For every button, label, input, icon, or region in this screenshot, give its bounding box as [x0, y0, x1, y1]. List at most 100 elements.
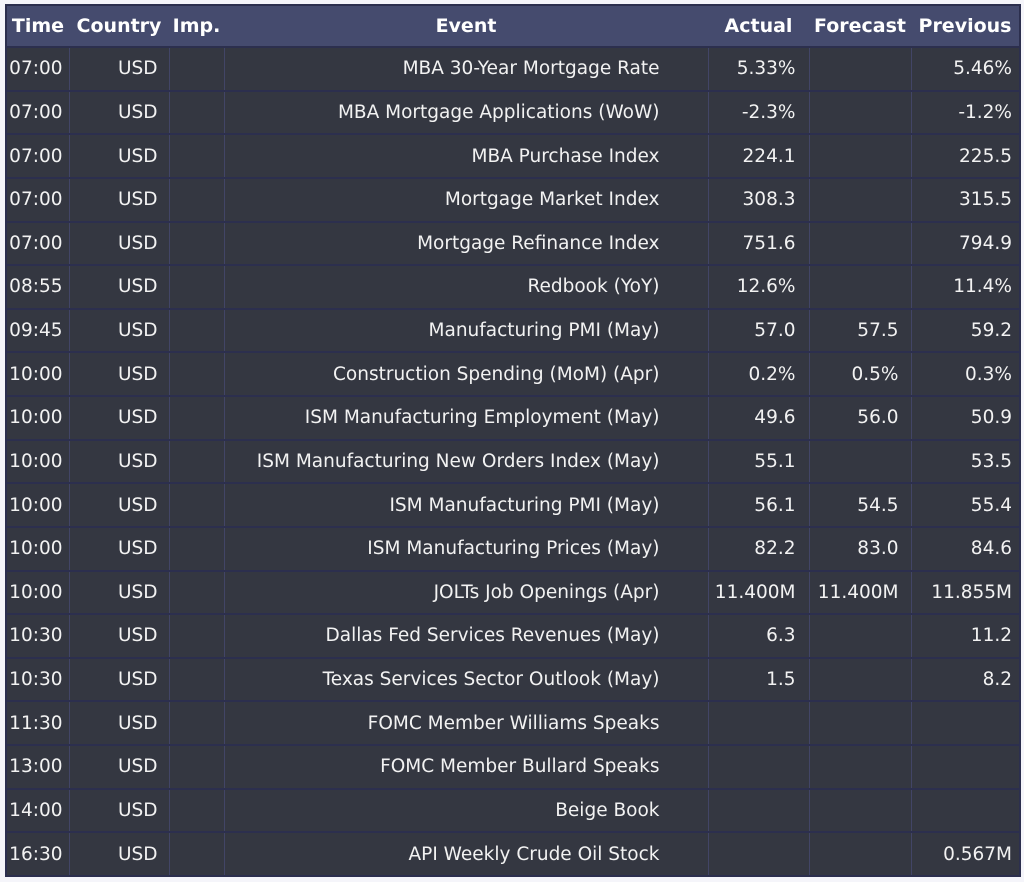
cell-country: USD [69, 265, 169, 309]
cell-actual: 56.1 [708, 483, 809, 527]
cell-country: USD [69, 352, 169, 396]
table-row[interactable]: 07:00 USD Mortgage Market Index 308.3 31… [6, 178, 1020, 222]
cell-event: ISM Manufacturing PMI (May) [224, 483, 708, 527]
cell-importance [169, 701, 224, 745]
cell-actual: -2.3% [708, 91, 809, 135]
cell-event: ISM Manufacturing New Orders Index (May) [224, 440, 708, 484]
cell-country: USD [69, 745, 169, 789]
cell-forecast: 56.0 [809, 396, 911, 440]
cell-importance [169, 614, 224, 658]
cell-event: Manufacturing PMI (May) [224, 309, 708, 353]
cell-importance [169, 658, 224, 702]
cell-event: FOMC Member Williams Speaks [224, 701, 708, 745]
column-header-actual: Actual [708, 5, 809, 47]
cell-previous: 794.9 [911, 222, 1020, 266]
cell-importance [169, 745, 224, 789]
table-row[interactable]: 10:00 USD ISM Manufacturing Prices (May)… [6, 527, 1020, 571]
cell-time: 14:00 [6, 789, 69, 833]
cell-previous: 55.4 [911, 483, 1020, 527]
header-row: Time Country Imp. Event Actual Forecast … [6, 5, 1020, 47]
table-row[interactable]: 07:00 USD Mortgage Refinance Index 751.6… [6, 222, 1020, 266]
cell-event: Redbook (YoY) [224, 265, 708, 309]
table-row[interactable]: 07:00 USD MBA Purchase Index 224.1 225.5 [6, 134, 1020, 178]
table-row[interactable]: 09:45 USD Manufacturing PMI (May) 57.0 5… [6, 309, 1020, 353]
cell-previous: 315.5 [911, 178, 1020, 222]
cell-actual [708, 789, 809, 833]
cell-country: USD [69, 440, 169, 484]
table-row[interactable]: 10:00 USD JOLTs Job Openings (Apr) 11.40… [6, 571, 1020, 615]
cell-country: USD [69, 309, 169, 353]
column-header-forecast: Forecast [809, 5, 911, 47]
cell-time: 07:00 [6, 134, 69, 178]
table-row[interactable]: 10:30 USD Dallas Fed Services Revenues (… [6, 614, 1020, 658]
cell-country: USD [69, 483, 169, 527]
cell-event: ISM Manufacturing Prices (May) [224, 527, 708, 571]
cell-actual: 0.2% [708, 352, 809, 396]
table-row[interactable]: 10:00 USD Construction Spending (MoM) (A… [6, 352, 1020, 396]
table-row[interactable]: 10:00 USD ISM Manufacturing New Orders I… [6, 440, 1020, 484]
table-row[interactable]: 07:00 USD MBA 30-Year Mortgage Rate 5.33… [6, 47, 1020, 91]
table-row[interactable]: 08:55 USD Redbook (YoY) 12.6% 11.4% [6, 265, 1020, 309]
cell-previous: -1.2% [911, 91, 1020, 135]
cell-actual: 1.5 [708, 658, 809, 702]
cell-time: 11:30 [6, 701, 69, 745]
column-header-time: Time [6, 5, 69, 47]
cell-event: MBA Purchase Index [224, 134, 708, 178]
cell-time: 10:00 [6, 483, 69, 527]
cell-forecast: 83.0 [809, 527, 911, 571]
cell-actual [708, 832, 809, 876]
table-row[interactable]: 07:00 USD MBA Mortgage Applications (WoW… [6, 91, 1020, 135]
cell-importance [169, 265, 224, 309]
column-header-previous: Previous [911, 5, 1020, 47]
cell-previous: 11.855M [911, 571, 1020, 615]
cell-time: 10:00 [6, 440, 69, 484]
cell-event: Mortgage Market Index [224, 178, 708, 222]
cell-event: MBA Mortgage Applications (WoW) [224, 91, 708, 135]
cell-importance [169, 789, 224, 833]
cell-time: 10:00 [6, 527, 69, 571]
cell-actual: 55.1 [708, 440, 809, 484]
cell-forecast [809, 178, 911, 222]
table-row[interactable]: 14:00 USD Beige Book [6, 789, 1020, 833]
economic-calendar-page: Time Country Imp. Event Actual Forecast … [0, 0, 1024, 882]
cell-country: USD [69, 658, 169, 702]
cell-time: 10:30 [6, 614, 69, 658]
cell-time: 10:00 [6, 396, 69, 440]
cell-actual: 751.6 [708, 222, 809, 266]
cell-event: Dallas Fed Services Revenues (May) [224, 614, 708, 658]
cell-previous: 225.5 [911, 134, 1020, 178]
table-row[interactable]: 11:30 USD FOMC Member Williams Speaks [6, 701, 1020, 745]
cell-event: JOLTs Job Openings (Apr) [224, 571, 708, 615]
cell-event: MBA 30-Year Mortgage Rate [224, 47, 708, 91]
cell-importance [169, 440, 224, 484]
column-header-country: Country [69, 5, 169, 47]
cell-importance [169, 47, 224, 91]
cell-country: USD [69, 396, 169, 440]
table-row[interactable]: 13:00 USD FOMC Member Bullard Speaks [6, 745, 1020, 789]
table-body: 07:00 USD MBA 30-Year Mortgage Rate 5.33… [6, 47, 1020, 876]
cell-importance [169, 396, 224, 440]
cell-importance [169, 571, 224, 615]
cell-actual: 49.6 [708, 396, 809, 440]
cell-previous: 5.46% [911, 47, 1020, 91]
cell-time: 10:30 [6, 658, 69, 702]
cell-actual: 6.3 [708, 614, 809, 658]
cell-actual: 57.0 [708, 309, 809, 353]
cell-forecast [809, 265, 911, 309]
table-row[interactable]: 16:30 USD API Weekly Crude Oil Stock 0.5… [6, 832, 1020, 876]
cell-forecast [809, 701, 911, 745]
cell-country: USD [69, 222, 169, 266]
cell-actual [708, 745, 809, 789]
table-row[interactable]: 10:30 USD Texas Services Sector Outlook … [6, 658, 1020, 702]
table-row[interactable]: 10:00 USD ISM Manufacturing PMI (May) 56… [6, 483, 1020, 527]
cell-importance [169, 178, 224, 222]
cell-forecast: 54.5 [809, 483, 911, 527]
cell-forecast: 0.5% [809, 352, 911, 396]
cell-forecast [809, 832, 911, 876]
table-row[interactable]: 10:00 USD ISM Manufacturing Employment (… [6, 396, 1020, 440]
cell-country: USD [69, 789, 169, 833]
cell-event: ISM Manufacturing Employment (May) [224, 396, 708, 440]
cell-previous: 0.3% [911, 352, 1020, 396]
cell-actual: 82.2 [708, 527, 809, 571]
cell-forecast: 57.5 [809, 309, 911, 353]
